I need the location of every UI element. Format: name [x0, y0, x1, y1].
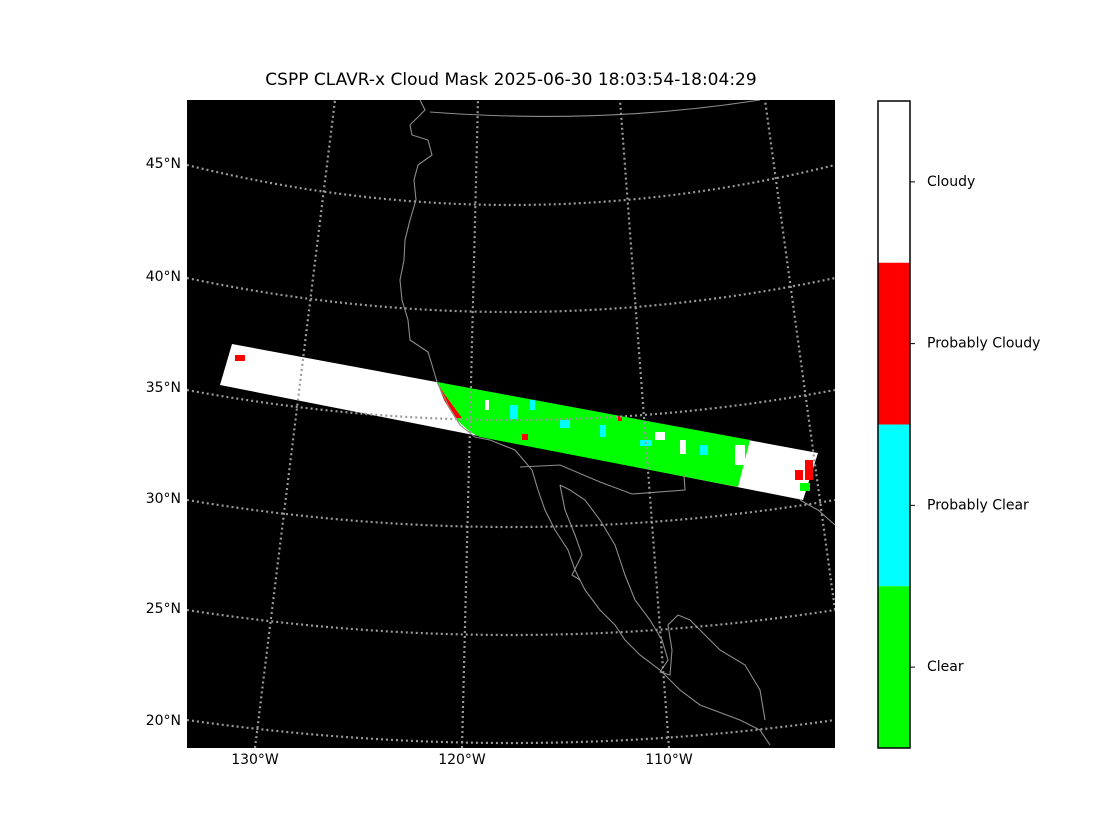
- coastline: [399, 100, 771, 746]
- border: [519, 464, 686, 495]
- colorbar-label: Clear: [927, 659, 964, 675]
- colorbar-label: Cloudy: [927, 174, 975, 190]
- axis-labels: 45°N 40°N 35°N 30°N 25°N 20°N 130°W 120°W 110°W: [146, 156, 693, 768]
- colorbar-label: Probably Clear: [927, 497, 1029, 513]
- lat-label: 35°N: [146, 380, 181, 396]
- lat-label: 20°N: [146, 713, 181, 729]
- coastline: [559, 484, 583, 581]
- colorbar-segment: [878, 262, 910, 425]
- lon-label: 120°W: [438, 752, 486, 768]
- colorbar-outline: [877, 100, 911, 749]
- colorbar-segment: [878, 101, 910, 263]
- lat-label: 25°N: [146, 601, 181, 617]
- lat-label: 40°N: [146, 269, 181, 285]
- lon-label: 110°W: [645, 752, 693, 768]
- lon-label: 130°W: [231, 752, 279, 768]
- lat-label: 30°N: [146, 491, 181, 507]
- colorbar-label: Probably Cloudy: [927, 336, 1040, 352]
- coastline: [799, 499, 835, 526]
- lat-label: 45°N: [146, 156, 181, 172]
- coastline: [559, 484, 766, 721]
- colorbar-segment: [878, 424, 910, 587]
- map-frame: [187, 100, 835, 748]
- graticule: [187, 100, 835, 748]
- colorbar: Cloudy Probably Cloudy Probably Clear Clear: [877, 100, 1040, 749]
- colorbar-segment: [878, 586, 910, 748]
- map-title: CSPP CLAVR-x Cloud Mask 2025-06-30 18:03…: [265, 70, 756, 90]
- border: [429, 100, 761, 117]
